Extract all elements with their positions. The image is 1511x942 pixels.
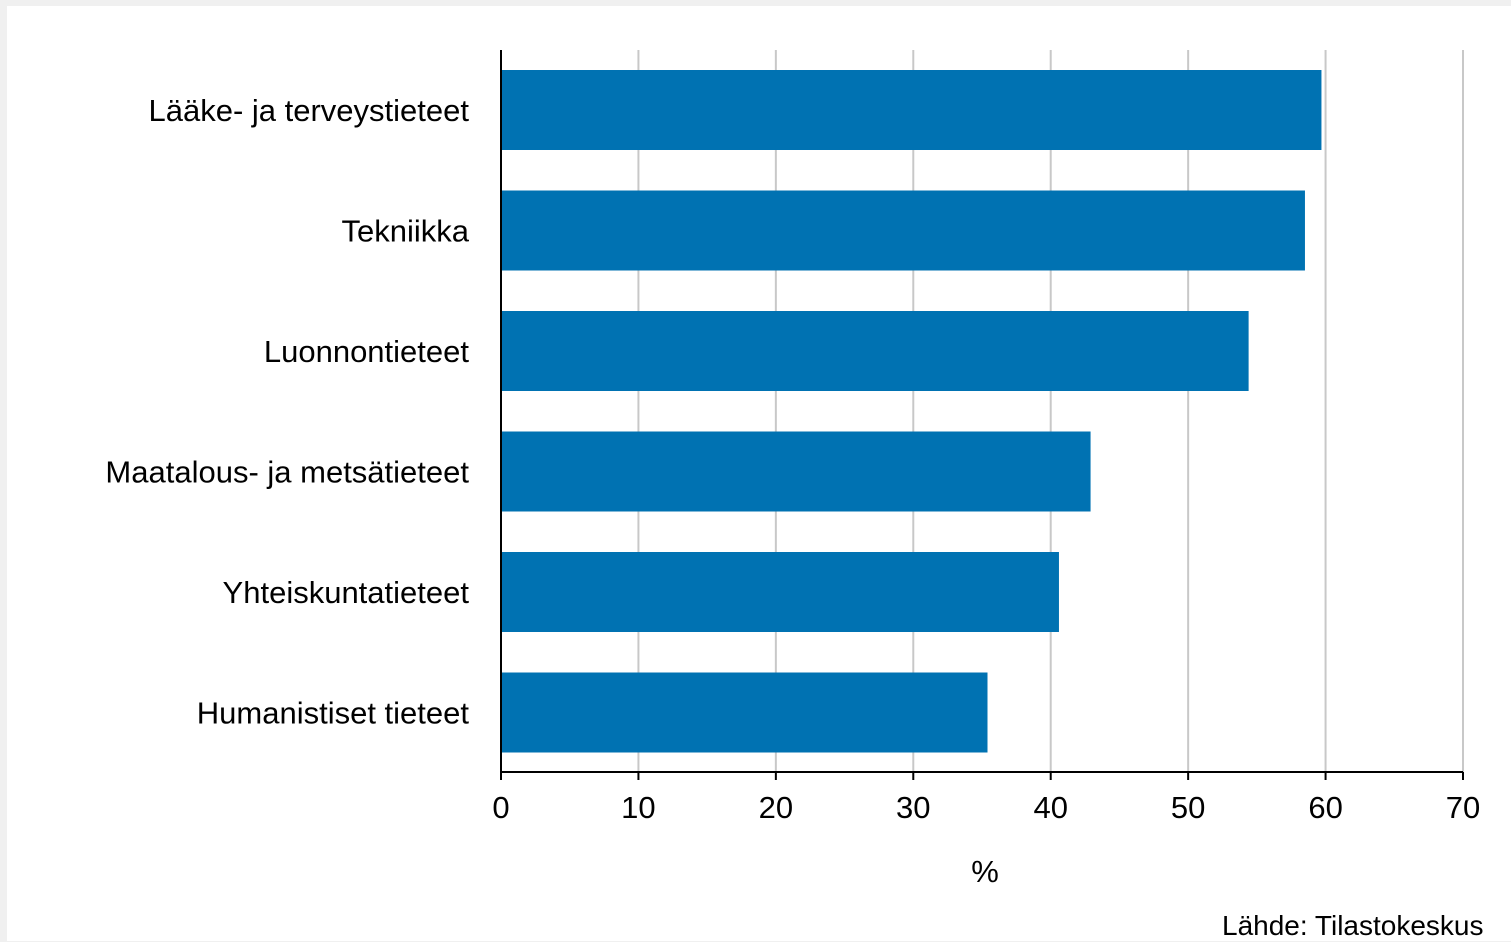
x-tick-label: 40: [1033, 790, 1067, 825]
x-axis-title: %: [971, 854, 999, 889]
bars: [501, 70, 1322, 753]
x-tick-label: 50: [1171, 790, 1205, 825]
bar: [501, 311, 1249, 391]
bar: [501, 431, 1091, 512]
x-tick-labels: 0 10 20 30 40 50 60 70: [492, 790, 1480, 825]
x-tick-label: 70: [1446, 790, 1480, 825]
x-tick-label: 30: [896, 790, 930, 825]
category-labels: Lääke- ja terveystieteet Tekniikka Luonnon…: [105, 93, 469, 731]
category-label: Yhteiskuntatieteet: [223, 575, 470, 610]
bar: [501, 70, 1322, 150]
bar: [501, 190, 1305, 271]
x-tick-label: 20: [759, 790, 793, 825]
category-label: Lääke- ja terveystieteet: [148, 93, 469, 128]
grid-lines: [637, 50, 1464, 772]
axes: [500, 50, 1464, 780]
x-tick-label: 10: [621, 790, 655, 825]
category-label: Tekniikka: [342, 214, 470, 249]
chart: Lääke- ja terveystieteet Tekniikka Luonnon…: [7, 6, 1511, 941]
bar: [501, 672, 988, 753]
source-note: Lähde: Tilastokeskus: [1222, 910, 1484, 941]
category-label: Humanistiset tieteet: [197, 696, 470, 731]
bar: [501, 552, 1059, 632]
category-label: Luonnontieteet: [264, 334, 470, 369]
x-tick-label: 0: [492, 790, 509, 825]
x-tick-label: 60: [1308, 790, 1342, 825]
category-label: Maatalous- ja metsätieteet: [105, 455, 469, 490]
bar-chart-svg: Lääke- ja terveystieteet Tekniikka Luonnon…: [105, 50, 1480, 889]
